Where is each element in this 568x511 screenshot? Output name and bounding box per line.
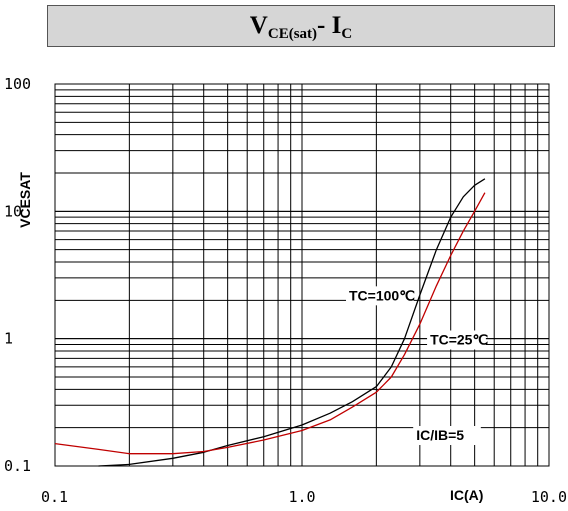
annotation-background: [413, 426, 481, 446]
y-axis-label: VCESAT: [17, 172, 33, 228]
title-main: V: [249, 12, 268, 39]
y-tick-label: 100: [4, 75, 31, 93]
y-tick-label: 1: [4, 330, 13, 348]
annotation-layer: TC=100℃ TC=25℃ IC/IB=5: [346, 286, 488, 446]
y-tick-label: 10: [4, 202, 22, 220]
tick-labels: 0.1 1 10 100 0.1 1.0 10.0: [4, 75, 567, 506]
grid-lines: [54, 83, 550, 467]
chart-title-box: VCE(sat)- IC: [47, 5, 555, 47]
title-ic-subscript: C: [341, 26, 353, 42]
plot-frame: [54, 83, 550, 467]
x-tick-label: 0.1: [41, 488, 68, 506]
x-tick-label: 10.0: [531, 488, 567, 506]
series-layer: [54, 178, 486, 467]
x-axis-label: IC(A): [450, 487, 483, 503]
annotation-label: IC/IB=5: [416, 427, 464, 443]
annotation-background: [346, 286, 414, 306]
annotation-label: TC=100℃: [349, 287, 415, 303]
annotation-background: [427, 330, 486, 350]
y-tick-label: 0.1: [4, 457, 31, 475]
title-main-subscript: CE(sat): [267, 26, 318, 42]
title-separator: - I: [317, 12, 342, 39]
series-line-tc-25: [54, 192, 486, 455]
x-tick-label: 1.0: [288, 488, 315, 506]
annotation-label: TC=25℃: [430, 331, 488, 347]
series-line-tc-100: [98, 178, 486, 467]
